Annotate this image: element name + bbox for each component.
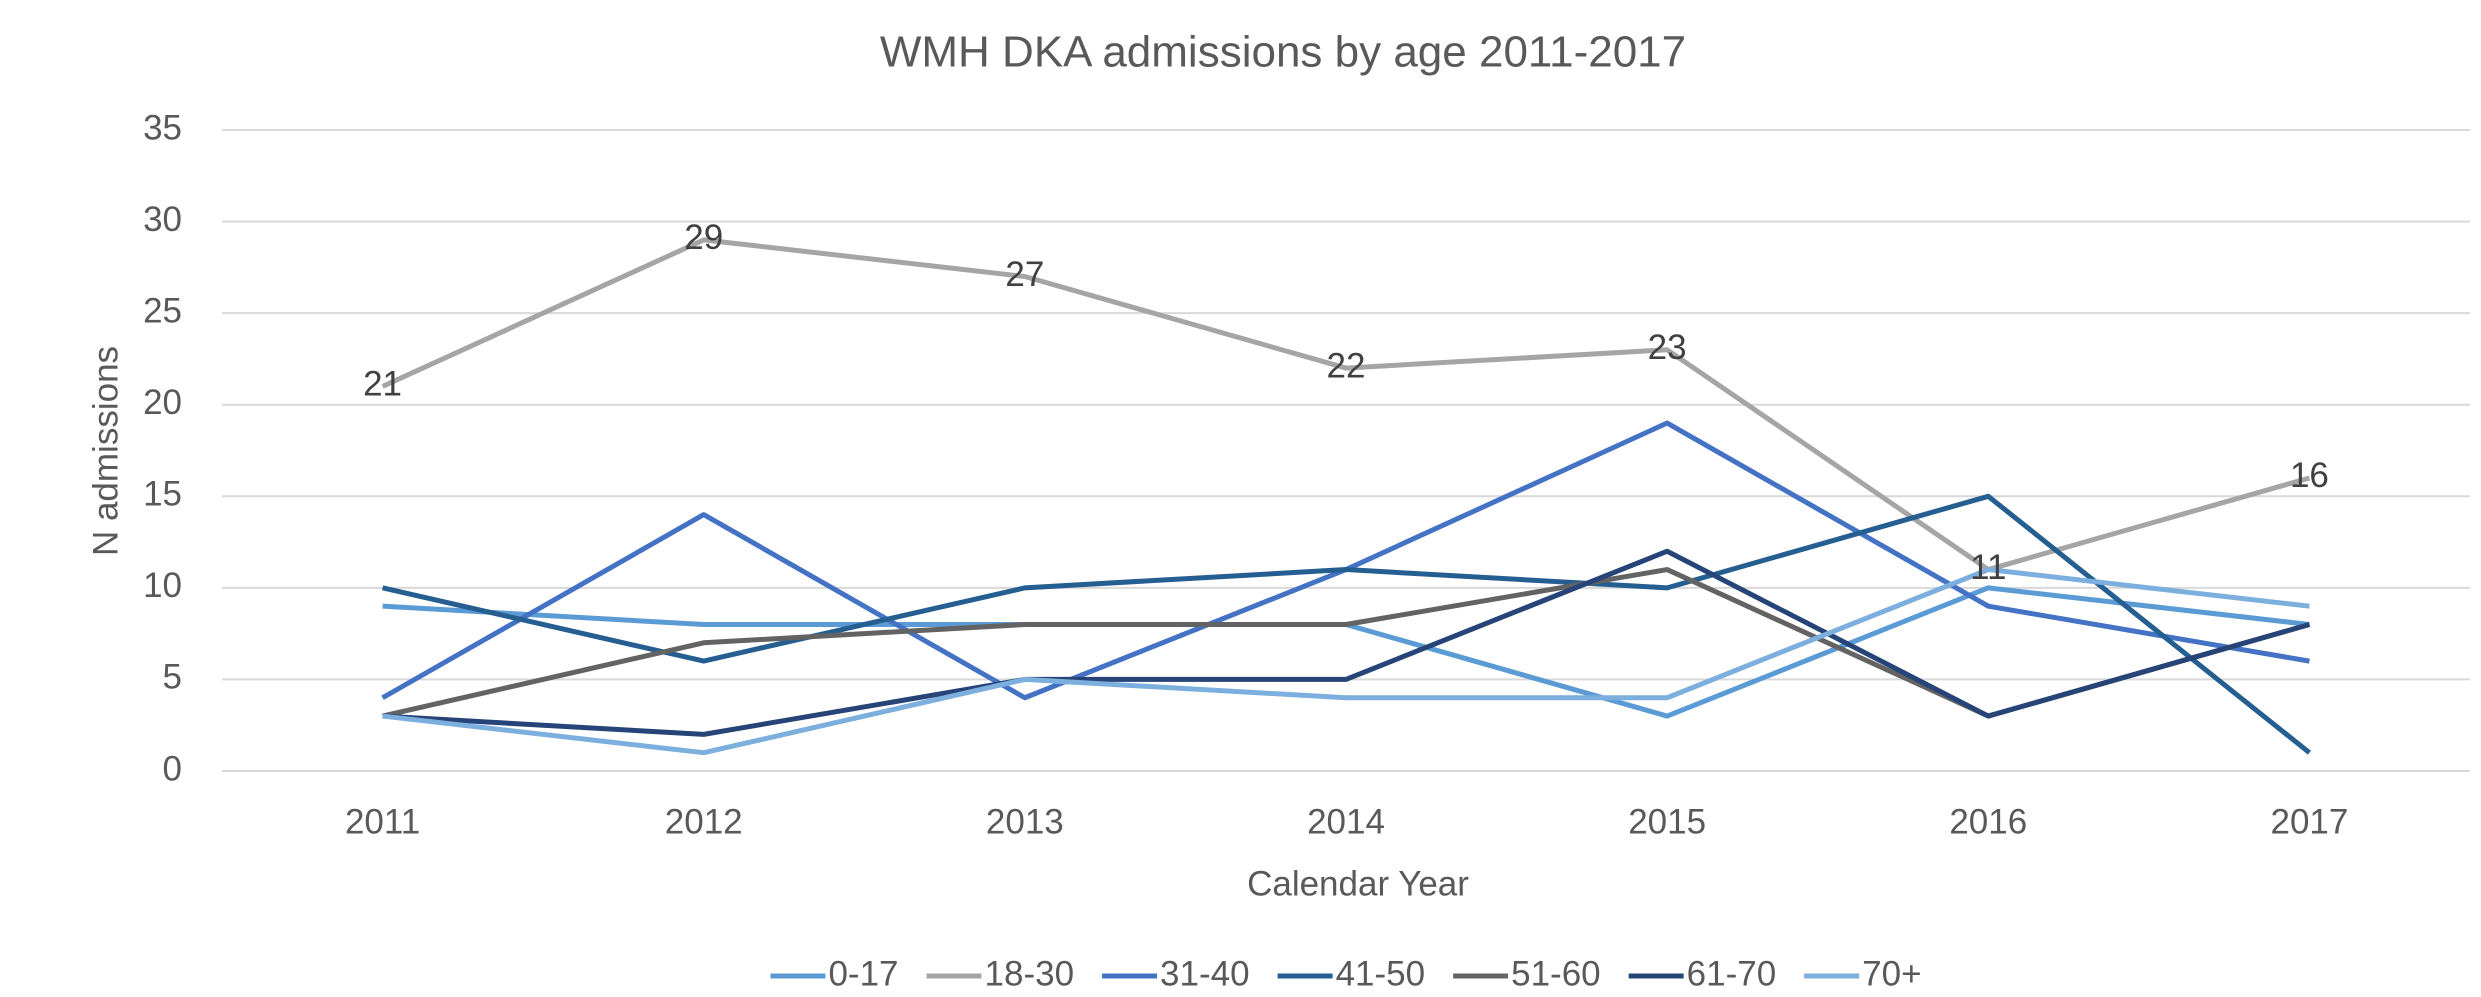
chart-title: WMH DKA admissions by age 2011-2017 (880, 28, 1686, 77)
legend-label: 61-70 (1687, 954, 1777, 993)
legend-label: 0-17 (828, 954, 898, 993)
data-label: 21 (363, 365, 402, 404)
data-label: 11 (1970, 548, 2006, 587)
series-line (382, 493, 2311, 755)
legend-label: 31-40 (1160, 954, 1250, 993)
y-tick-label: 25 (143, 291, 182, 330)
y-tick-label: 30 (143, 200, 182, 239)
x-tick-label: 2014 (1307, 802, 1385, 841)
y-tick-label: 10 (143, 566, 182, 605)
y-tick-label: 15 (143, 475, 182, 514)
x-tick-label: 2016 (1949, 802, 2027, 841)
x-tick-label: 2012 (665, 802, 743, 841)
data-label: 22 (1327, 346, 1366, 385)
data-label: 23 (1648, 328, 1687, 367)
y-tick-label: 35 (143, 108, 182, 147)
x-tick-label: 2017 (2270, 802, 2348, 841)
x-tick-label: 2013 (986, 802, 1064, 841)
series-line (382, 567, 2310, 756)
x-axis-title: Calendar Year (1247, 864, 1469, 903)
data-label: 29 (684, 218, 723, 257)
x-tick-label: 2015 (1628, 802, 1706, 841)
series-line (382, 548, 2311, 737)
data-label: 16 (2290, 456, 2329, 495)
legend-label: 41-50 (1336, 954, 1426, 993)
y-tick-label: 20 (143, 383, 182, 422)
legend-label: 18-30 (985, 954, 1075, 993)
y-axis-title: N admissions (86, 346, 125, 556)
x-tick-label: 2011 (345, 802, 420, 841)
legend-label: 70+ (1862, 954, 1921, 993)
legend-label: 51-60 (1511, 954, 1601, 993)
y-tick-label: 0 (163, 749, 182, 788)
y-tick-label: 5 (163, 658, 182, 697)
data-label: 27 (1005, 255, 1044, 294)
legend: 0-17 18-30 31-40 41-50 51-60 61-70 70+ (770, 954, 1922, 993)
